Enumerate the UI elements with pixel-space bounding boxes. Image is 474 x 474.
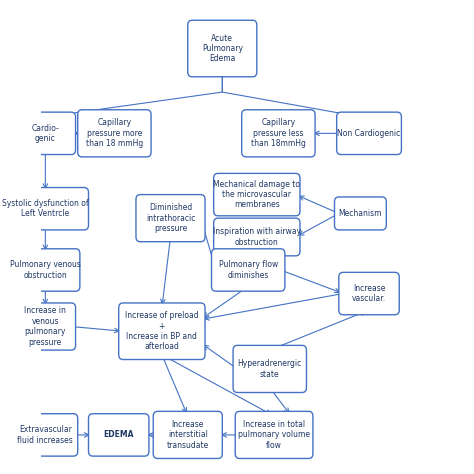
FancyBboxPatch shape <box>214 173 300 216</box>
Text: Diminished
intrathoracic
pressure: Diminished intrathoracic pressure <box>146 203 195 233</box>
Text: Mechanism: Mechanism <box>338 209 382 218</box>
Text: Non Cardiogenic: Non Cardiogenic <box>337 129 401 138</box>
Text: Acute
Pulmonary
Edema: Acute Pulmonary Edema <box>202 34 243 64</box>
Text: Extravascular
fluid increases: Extravascular fluid increases <box>18 425 73 445</box>
FancyBboxPatch shape <box>13 414 78 456</box>
FancyBboxPatch shape <box>188 20 257 77</box>
FancyBboxPatch shape <box>211 249 285 291</box>
FancyBboxPatch shape <box>235 411 313 458</box>
FancyBboxPatch shape <box>11 249 80 291</box>
FancyBboxPatch shape <box>233 346 307 392</box>
Text: Increase of preload
+
Increase in BP and
afterload: Increase of preload + Increase in BP and… <box>125 311 199 351</box>
Text: Hyperadrenergic
state: Hyperadrenergic state <box>237 359 302 379</box>
Text: Systolic dysfunction of
Left Ventrcle: Systolic dysfunction of Left Ventrcle <box>2 199 89 219</box>
Text: Pulmonary venous
obstruction: Pulmonary venous obstruction <box>10 260 81 280</box>
FancyBboxPatch shape <box>2 188 89 230</box>
FancyBboxPatch shape <box>89 414 149 456</box>
Text: Capillary
pressure less
than 18mmHg: Capillary pressure less than 18mmHg <box>251 118 306 148</box>
Text: Increase
interstitial
transudate: Increase interstitial transudate <box>167 420 209 450</box>
FancyBboxPatch shape <box>153 411 222 458</box>
FancyBboxPatch shape <box>78 110 151 157</box>
Text: Increase
vascular.: Increase vascular. <box>352 284 386 303</box>
FancyBboxPatch shape <box>118 303 205 359</box>
Text: Mechanical damage to
the microvascular
membranes: Mechanical damage to the microvascular m… <box>213 180 301 210</box>
FancyBboxPatch shape <box>242 110 315 157</box>
Text: Capillary
pressure more
than 18 mmHg: Capillary pressure more than 18 mmHg <box>86 118 143 148</box>
Text: Cardio-
genic: Cardio- genic <box>31 124 59 143</box>
Text: Increase in total
pulmonary volume
flow: Increase in total pulmonary volume flow <box>238 420 310 450</box>
FancyBboxPatch shape <box>15 112 75 155</box>
Text: Increase in
venous
pulmonary
pressure: Increase in venous pulmonary pressure <box>24 306 66 346</box>
FancyBboxPatch shape <box>136 195 205 242</box>
FancyBboxPatch shape <box>339 273 399 315</box>
FancyBboxPatch shape <box>15 303 75 350</box>
FancyBboxPatch shape <box>335 197 386 230</box>
Text: EDEMA: EDEMA <box>103 430 134 439</box>
Text: Pulmonary flow
diminishes: Pulmonary flow diminishes <box>219 260 278 280</box>
Text: Inspiration with airway
obstruction: Inspiration with airway obstruction <box>213 228 301 246</box>
FancyBboxPatch shape <box>214 218 300 256</box>
FancyBboxPatch shape <box>337 112 401 155</box>
